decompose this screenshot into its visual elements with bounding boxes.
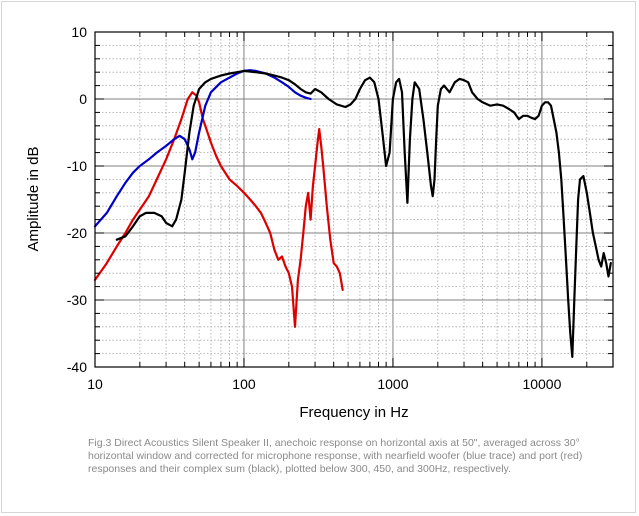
x-tick-label: 10 (87, 376, 103, 392)
chart-series (93, 69, 612, 358)
y-axis-label: Amplitude in dB (25, 146, 42, 251)
y-tick-label: 0 (79, 91, 87, 107)
y-tick-labels: 10 0 -10 -20 -30 -40 (67, 24, 87, 375)
woofer-response-line (93, 69, 312, 228)
x-tick-label: 100 (232, 376, 256, 392)
y-tick-label: -40 (67, 359, 87, 375)
frequency-response-chart: 100-10-20-30-40 10 100 1000 10000 Frequency… (25, 24, 614, 421)
chart-ticks (95, 31, 613, 368)
x-axis-label: Frequency in Hz (299, 404, 408, 421)
port-response-line (93, 91, 344, 328)
y-tick-label: -30 (67, 292, 87, 308)
figure-caption: Fig.3 Direct Acoustics Silent Speaker II… (88, 437, 583, 475)
x-tick-labels: 10 100 1000 10000 (87, 376, 561, 392)
sum-response-line (115, 69, 612, 358)
x-tick-label: 1000 (377, 376, 408, 392)
y-tick-label: -20 (67, 225, 87, 241)
x-tick-label: 10000 (522, 376, 561, 392)
y-tick-label: 10 (71, 24, 87, 40)
plot-border (94, 31, 614, 368)
y-tick-label: -10 (67, 158, 87, 174)
